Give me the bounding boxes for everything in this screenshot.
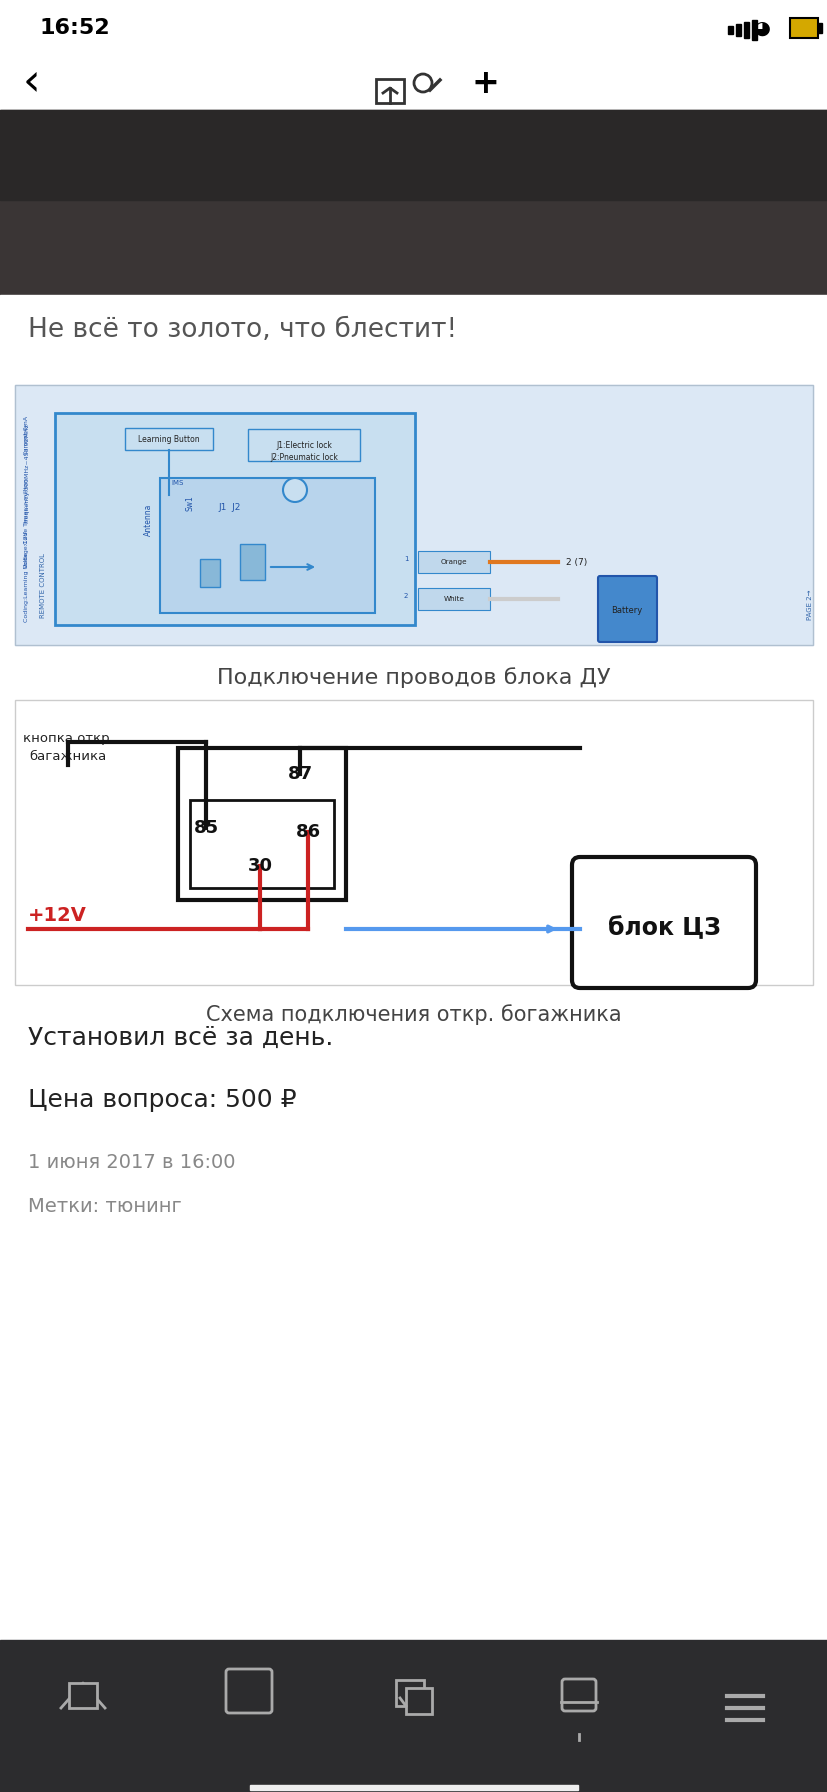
Text: PAGE 2→: PAGE 2→ (806, 590, 812, 620)
Text: Current:0mA: Current:0mA (24, 416, 29, 455)
FancyBboxPatch shape (226, 1668, 272, 1713)
Text: Не всё то золото, что блестит!: Не всё то золото, что блестит! (28, 317, 457, 342)
Bar (727, 27, 732, 34)
Bar (55, 412, 414, 625)
Bar (248, 428, 360, 461)
Bar (15, 701, 812, 986)
Text: Orange: Orange (440, 559, 466, 564)
Text: Learning Button: Learning Button (138, 434, 199, 443)
FancyBboxPatch shape (571, 857, 755, 987)
Bar (0, 0, 827, 50)
Bar (395, 1681, 423, 1706)
Text: +12V: +12V (28, 905, 87, 925)
Bar (178, 747, 346, 900)
Bar (0, 109, 827, 201)
Bar (789, 18, 817, 38)
Bar (15, 385, 812, 645)
Bar (200, 559, 220, 588)
Text: 85: 85 (194, 819, 218, 837)
Bar (0, 296, 827, 369)
Text: White: White (443, 597, 464, 602)
Text: кнопка откр.: кнопка откр. (22, 731, 113, 744)
Bar (69, 1683, 97, 1708)
Text: J1  J2: J1 J2 (218, 502, 241, 511)
Bar (817, 23, 821, 32)
Text: Sw1: Sw1 (185, 495, 194, 511)
Text: +: + (471, 66, 499, 100)
Bar (160, 478, 375, 613)
Bar (0, 50, 827, 109)
Bar (418, 550, 490, 573)
Text: ‹: ‹ (23, 61, 41, 104)
Text: 1: 1 (404, 556, 408, 563)
Text: IMS: IMS (172, 480, 184, 486)
Text: Battery: Battery (610, 606, 642, 615)
Bar (735, 23, 740, 36)
Circle shape (283, 478, 307, 502)
Text: блок ЦЗ: блок ЦЗ (607, 916, 719, 941)
Text: Coding:Learning Code: Coding:Learning Code (24, 552, 29, 622)
Bar (0, 1640, 827, 1792)
Bar (15, 701, 812, 986)
Text: Frequency:300MHz~433.92MHz: Frequency:300MHz~433.92MHz (24, 423, 29, 523)
Text: 86: 86 (295, 823, 320, 840)
Text: Схема подключения откр. богажника: Схема подключения откр. богажника (206, 1005, 621, 1025)
Text: REMOTE CONTROL: REMOTE CONTROL (40, 552, 46, 618)
Text: Voltage:12V: Voltage:12V (24, 530, 29, 568)
Bar (189, 799, 333, 889)
Text: Code Times:>million: Code Times:>million (24, 478, 29, 543)
Text: 1 июня 2017 в 16:00: 1 июня 2017 в 16:00 (28, 1152, 235, 1172)
Bar (0, 109, 827, 296)
FancyBboxPatch shape (597, 575, 656, 642)
Text: багажника: багажника (29, 749, 107, 763)
Bar (418, 588, 490, 609)
Text: 16:52: 16:52 (40, 18, 111, 38)
Bar (250, 1785, 577, 1790)
Text: Antenna: Antenna (143, 504, 152, 536)
Text: Цена вопроса: 500 ₽: Цена вопроса: 500 ₽ (28, 1088, 296, 1113)
Bar (125, 428, 213, 450)
Text: 2: 2 (404, 593, 408, 599)
Text: J2:Pneumatic lock: J2:Pneumatic lock (270, 453, 337, 462)
Text: Метки: тюнинг: Метки: тюнинг (28, 1197, 182, 1215)
Bar (375, 79, 404, 102)
Bar (15, 385, 812, 645)
Text: 30: 30 (247, 857, 272, 874)
Text: J1:Electric lock: J1:Electric lock (275, 441, 332, 450)
Bar (240, 545, 265, 581)
Text: Подключение проводов блока ДУ: Подключение проводов блока ДУ (217, 668, 610, 688)
Text: 87: 87 (287, 765, 312, 783)
Text: ◕: ◕ (753, 18, 770, 38)
FancyBboxPatch shape (562, 1679, 595, 1711)
Bar (405, 1688, 432, 1713)
Text: Установил всё за день.: Установил всё за день. (28, 1027, 333, 1050)
Bar (751, 20, 756, 39)
Text: 2 (7): 2 (7) (566, 557, 586, 566)
Bar (743, 22, 748, 38)
